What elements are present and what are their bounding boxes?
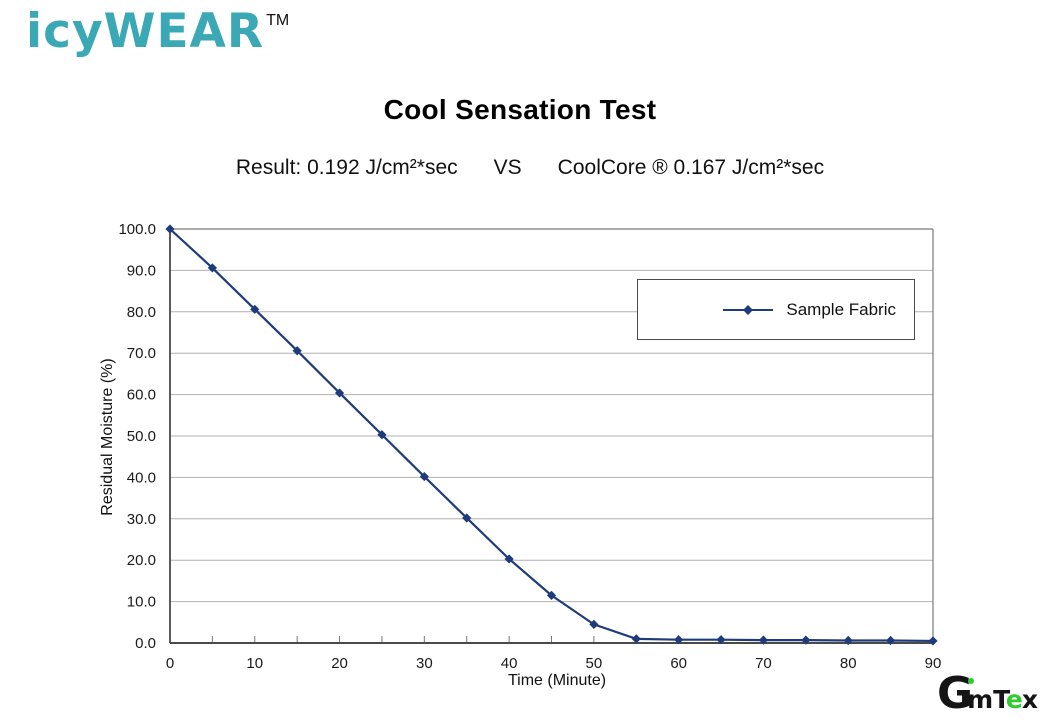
result-competitor-value: CoolCore ® 0.167 J/cm²*sec [557, 156, 825, 179]
data-point-marker [462, 513, 472, 523]
brand-logo-wear: WEAR [103, 4, 265, 59]
x-tick-label: 30 [416, 655, 433, 672]
y-tick-label: 40.0 [127, 469, 156, 486]
x-tick-label: 60 [670, 655, 687, 672]
footer-logo-green-dot-icon [968, 678, 975, 684]
legend-line-marker-icon [723, 304, 774, 315]
result-sample-value: Result: 0.192 J/cm²*sec [235, 156, 458, 179]
x-tick-label: 0 [166, 655, 174, 672]
brand-logo: icyWEAR TM [26, 6, 289, 58]
data-point-marker [674, 635, 684, 645]
y-tick-label: 80.0 [127, 304, 156, 321]
data-point-marker [801, 635, 811, 645]
data-point-marker [589, 619, 599, 629]
data-point-marker [165, 224, 175, 234]
x-tick-label: 50 [586, 655, 603, 672]
page-title: Cool Sensation Test [383, 94, 657, 125]
data-point-marker [546, 590, 557, 600]
x-tick-label: 20 [331, 655, 348, 672]
data-point-marker [377, 430, 387, 440]
x-tick-label: 90 [925, 655, 942, 672]
y-tick-label: 60.0 [127, 387, 156, 404]
y-tick-label: 100.0 [118, 221, 156, 238]
footer-logo-letter-m: m [967, 678, 993, 714]
x-axis-title: Time (Minute) [507, 672, 607, 689]
x-tick-label: 40 [501, 655, 518, 672]
data-point-marker [758, 635, 769, 645]
data-point-marker [928, 636, 938, 646]
result-vs-label: VS [493, 156, 522, 179]
x-tick-label: 70 [755, 655, 772, 672]
chart-legend: Sample Fabric [637, 279, 915, 340]
y-tick-label: 90.0 [127, 262, 156, 279]
y-tick-label: 70.0 [127, 345, 156, 362]
result-line: Result: 0.192 J/cm²*sec VS CoolCore ® 0.16… [30, 156, 1030, 180]
y-tick-label: 0.0 [135, 635, 156, 652]
data-point-marker [334, 388, 345, 398]
y-tick-label: 30.0 [127, 511, 156, 528]
data-point-marker [504, 554, 514, 564]
data-point-marker [631, 634, 641, 644]
data-point-marker [207, 263, 217, 273]
y-tick-label: 20.0 [127, 552, 156, 569]
y-axis-title: Residual Moisture (%) [99, 358, 116, 516]
y-tick-label: 10.0 [127, 594, 156, 611]
data-point-marker [716, 635, 726, 645]
footer-logo-letter-x: x [1021, 685, 1038, 714]
footer-logo-letter-e: e [1005, 685, 1023, 714]
data-point-marker [843, 635, 853, 646]
brand-logo-icy: icy [26, 4, 104, 59]
footer-logo-letter-g: G [936, 668, 973, 719]
data-point-marker [886, 635, 896, 646]
legend-series-label: Sample Fabric [786, 299, 896, 319]
brand-trademark: TM [266, 12, 290, 29]
x-tick-label: 10 [246, 655, 263, 672]
brand-logo-text: icyWEAR [26, 4, 264, 59]
data-point-marker [419, 471, 429, 482]
footer-logo-letter-t: T [993, 685, 1007, 714]
x-tick-label: 80 [840, 655, 857, 672]
y-tick-label: 50.0 [127, 428, 156, 445]
data-point-marker [250, 304, 260, 314]
data-point-marker [292, 346, 302, 356]
